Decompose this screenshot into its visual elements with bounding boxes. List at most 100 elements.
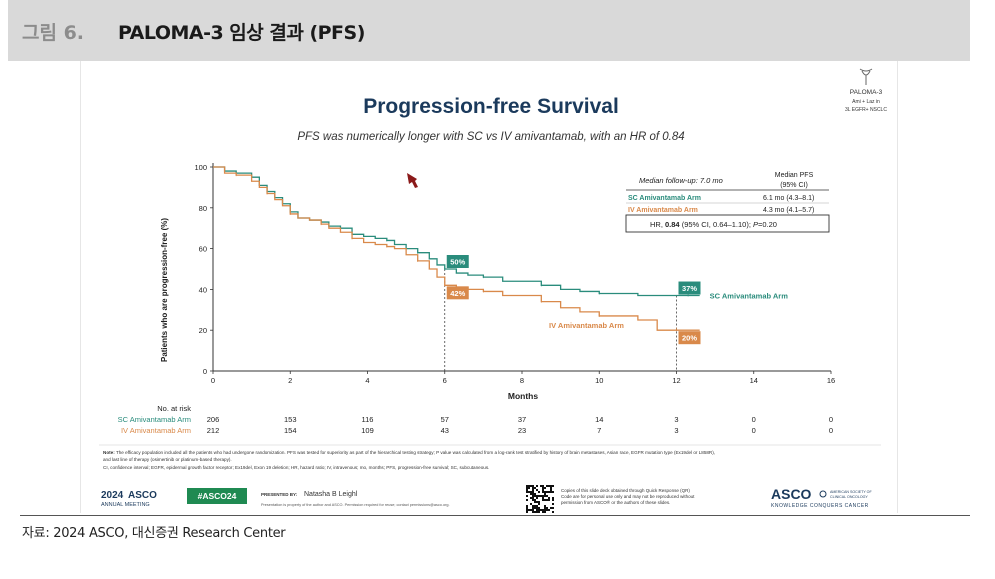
qr-cell [538, 501, 540, 503]
x-tick-label: 2 [288, 376, 292, 385]
paloma-logo-icon [859, 68, 873, 85]
median-pfs-box: Median follow-up: 7.0 mo Median PFS (95%… [625, 172, 830, 233]
footer-copies-2: Code are for personal use only and may n… [561, 494, 695, 499]
qr-cell [548, 497, 550, 499]
qr-cell [534, 499, 536, 501]
x-tick-label: 12 [672, 376, 680, 385]
qr-cell [540, 485, 542, 487]
paloma-logo-sub1: Ami + Laz in [852, 99, 880, 105]
qr-cell [532, 497, 534, 499]
median-iv-value: 4.3 mo (4.1–5.7) [763, 207, 814, 214]
median-pfs-ci-header: (95% CI) [780, 182, 808, 189]
risk-value-iv: 7 [597, 426, 601, 435]
footer-knowledge: KNOWLEDGE CONQUERS CANCER [771, 503, 869, 509]
qr-cell [538, 495, 540, 497]
risk-value-iv: 0 [752, 426, 756, 435]
qr-cell [530, 503, 532, 505]
footer-presented-by: PRESENTED BY: [261, 492, 298, 497]
slide-subtitle: PFS was numerically longer with SC vs IV… [297, 131, 684, 143]
qr-cell [536, 505, 538, 507]
annotation-badge [678, 281, 701, 295]
risk-values: 206 212 153 154 116 109 57 43 37 23 14 7 3 3 0 0 0 0 [207, 415, 833, 435]
qr-cell [534, 507, 536, 509]
asco-globe-icon [819, 490, 827, 498]
qr-cell [552, 491, 554, 493]
qr-cell [544, 493, 546, 495]
qr-cell [532, 495, 534, 497]
qr-cell [544, 505, 546, 507]
qr-cell [538, 503, 540, 505]
x-tick-label: 16 [827, 376, 835, 385]
qr-cell [542, 497, 544, 499]
x-tick-label: 8 [520, 376, 524, 385]
annotation-label: 50% [450, 258, 465, 267]
risk-table-title: No. at risk [157, 404, 191, 413]
risk-value-sc: 206 [207, 415, 220, 424]
risk-sc-label: SC Amivantamab Arm [118, 415, 191, 424]
paloma-logo-text: PALOMA-3 [850, 89, 883, 96]
qr-cell [552, 511, 554, 513]
chart-series [213, 166, 700, 332]
qr-cell [532, 499, 534, 501]
qr-cell [538, 511, 540, 513]
risk-value-sc: 0 [752, 415, 756, 424]
qr-cell [542, 511, 544, 513]
risk-value-sc: 3 [674, 415, 678, 424]
annotation-label: 37% [682, 284, 697, 293]
footer-asco-year: 2024 [101, 490, 124, 501]
x-axis-label: Months [508, 391, 538, 401]
footer-asco-society-1: AMERICAN SOCIETY OF [830, 490, 872, 494]
qr-cell [538, 491, 540, 493]
qr-cell [544, 507, 546, 509]
x-tick-label: 4 [365, 376, 369, 385]
note-line-1: Note: The efficacy population included a… [103, 450, 715, 455]
qr-cell [526, 505, 528, 507]
qr-cell [528, 487, 530, 489]
footer-annual: ANNUAL MEETING [101, 502, 150, 508]
qr-cell [526, 499, 528, 501]
qr-cell [544, 509, 546, 511]
qr-cell [538, 509, 540, 511]
qr-cell [542, 491, 544, 493]
annotation-label: 20% [682, 334, 697, 343]
qr-cell [548, 491, 550, 493]
qr-cell [536, 495, 538, 497]
qr-cell [540, 495, 542, 497]
qr-cell [550, 489, 552, 491]
qr-cell [544, 499, 546, 501]
x-tick-label: 0 [211, 376, 215, 385]
qr-cell [526, 485, 528, 487]
qr-cell [530, 493, 532, 495]
risk-value-sc: 0 [829, 415, 833, 424]
qr-cell [552, 485, 554, 487]
paloma-logo: PALOMA-3 Ami + Laz in 3L EGFR+ NSCLC [845, 68, 887, 113]
qr-cell [534, 511, 536, 513]
qr-cell [540, 509, 542, 511]
qr-cell [542, 489, 544, 491]
qr-cell [536, 497, 538, 499]
qr-cell [550, 507, 552, 509]
km-curve-sc-amivantamab-arm [213, 166, 700, 297]
qr-code-icon [526, 485, 554, 513]
risk-table: No. at risk SC Amivantamab Arm IV Amivan… [118, 404, 833, 435]
risk-value-sc: 37 [518, 415, 526, 424]
x-tick-label: 6 [443, 376, 447, 385]
qr-cell [550, 487, 552, 489]
annotation-badge [446, 255, 469, 268]
note-line-3: CI, confidence interval; EGFR, epidermal… [103, 465, 489, 470]
note-line-2: and last line of therapy (osimertinib or… [103, 457, 232, 462]
qr-cell [534, 487, 536, 489]
figure-title: PALOMA-3 임상 결과 (PFS) [118, 22, 365, 44]
qr-cell [526, 491, 528, 493]
footer-copies-3: permission from ASCO® or the authors of … [561, 499, 670, 505]
median-sc-label: SC Amivantamab Arm [628, 195, 701, 202]
footer-asco-society-2: CLINICAL ONCOLOGY [830, 495, 868, 499]
qr-cell [542, 509, 544, 511]
qr-cell [532, 491, 534, 493]
qr-cell [526, 489, 528, 491]
figure-number: 그림 6. [22, 22, 85, 44]
risk-iv-label: IV Amivantamab Arm [121, 426, 191, 435]
qr-cell [534, 495, 536, 497]
risk-value-iv: 43 [441, 426, 449, 435]
footer-asco-name: ASCO [128, 490, 157, 501]
